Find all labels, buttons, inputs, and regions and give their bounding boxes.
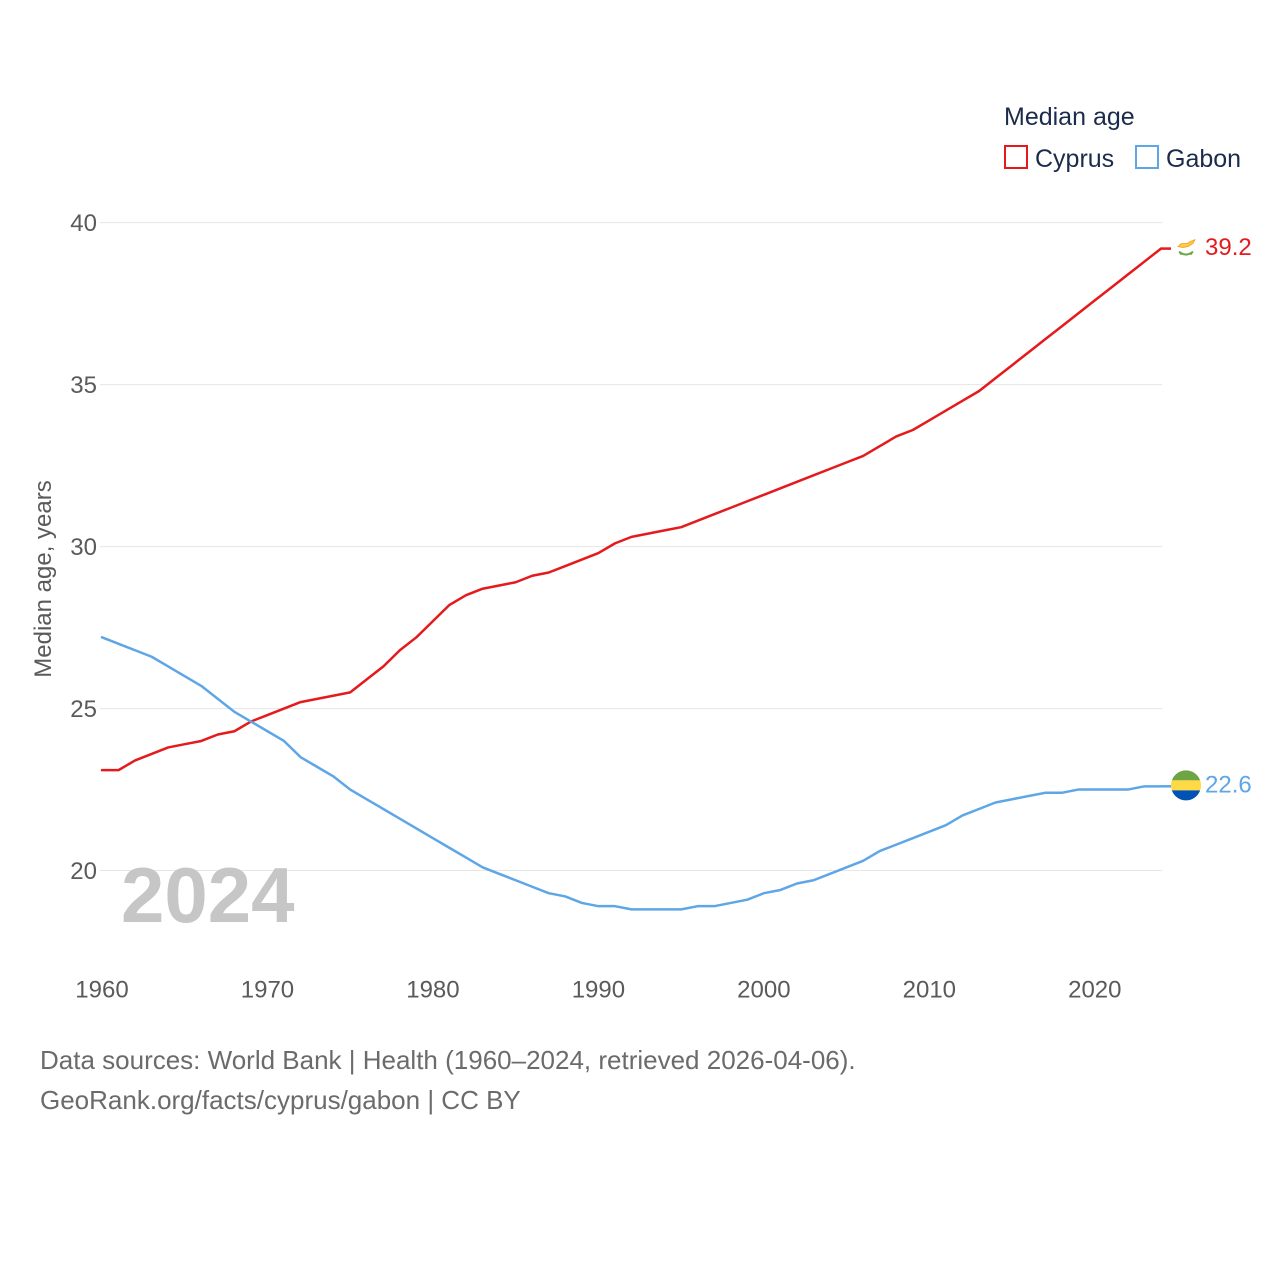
legend-item-gabon: Gabon xyxy=(1135,145,1241,173)
y-tick-label: 20 xyxy=(70,858,97,885)
x-tick-label: 1990 xyxy=(572,976,625,1003)
cyprus-series-line xyxy=(100,247,1163,772)
legend: Median age Cyprus Gabon xyxy=(1004,103,1241,173)
x-tick-label: 1960 xyxy=(75,976,128,1003)
x-tick-label: 2000 xyxy=(737,976,790,1003)
y-tick-label: 25 xyxy=(70,696,97,723)
x-axis-ticks: 1960 1970 1980 1990 2000 2010 2020 xyxy=(75,976,1121,1003)
x-tick-label: 1980 xyxy=(406,976,459,1003)
y-tick-label: 35 xyxy=(70,372,97,399)
legend-swatch-cyprus xyxy=(1004,145,1028,169)
gabon-flag-icon xyxy=(1171,770,1201,801)
y-axis-label: Median age, years xyxy=(30,480,57,677)
cyprus-flag-icon xyxy=(1172,233,1200,262)
credit-line: GeoRank.org/facts/cyprus/gabon | CC BY xyxy=(40,1085,521,1115)
year-watermark: 2024 xyxy=(121,851,295,939)
gabon-end-label: 22.6 xyxy=(1205,772,1252,799)
legend-title: Median age xyxy=(1004,103,1135,131)
cyprus-end-label: 39.2 xyxy=(1205,234,1252,261)
legend-swatch-gabon xyxy=(1135,145,1159,169)
x-tick-label: 2010 xyxy=(903,976,956,1003)
y-axis-ticks: 20 25 30 35 40 xyxy=(70,210,97,885)
gridlines xyxy=(100,222,1162,872)
footer: Data sources: World Bank | Health (1960–… xyxy=(40,1040,856,1120)
legend-label-gabon: Gabon xyxy=(1166,145,1241,173)
gabon-series-line xyxy=(100,636,1163,911)
series-lines xyxy=(100,247,1163,911)
data-source-note: Data sources: World Bank | Health (1960–… xyxy=(40,1045,856,1075)
end-labels: 39.2 22.6 xyxy=(1161,234,1252,799)
legend-item-cyprus: Cyprus xyxy=(1004,145,1114,173)
y-tick-label: 40 xyxy=(70,210,97,237)
legend-label-cyprus: Cyprus xyxy=(1035,145,1114,173)
x-tick-label: 1970 xyxy=(241,976,294,1003)
y-tick-label: 30 xyxy=(70,534,97,561)
x-tick-label: 2020 xyxy=(1068,976,1121,1003)
